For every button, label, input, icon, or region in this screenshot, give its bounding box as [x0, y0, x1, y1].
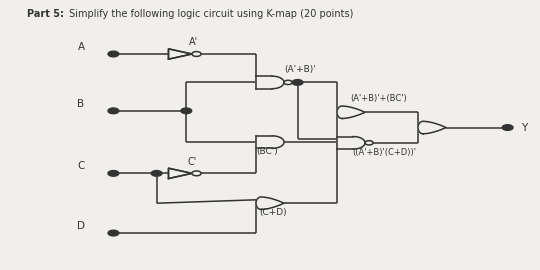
Circle shape [108, 108, 119, 114]
Polygon shape [256, 76, 284, 89]
Circle shape [502, 125, 513, 130]
Text: Part 5:: Part 5: [27, 9, 64, 19]
Circle shape [181, 108, 192, 114]
Polygon shape [168, 168, 192, 178]
Text: D: D [77, 221, 85, 231]
Polygon shape [418, 121, 446, 134]
Circle shape [108, 51, 119, 57]
Text: C: C [77, 161, 85, 171]
Text: ((A'+B)'(C+D))': ((A'+B)'(C+D))' [353, 148, 416, 157]
Polygon shape [256, 136, 284, 148]
Text: A: A [77, 42, 85, 52]
Text: (C+D): (C+D) [259, 208, 287, 217]
Text: B: B [77, 99, 85, 109]
Polygon shape [337, 106, 365, 119]
Text: (BC'): (BC') [256, 147, 278, 156]
Circle shape [192, 52, 201, 56]
Text: Y: Y [521, 123, 528, 133]
Circle shape [151, 171, 162, 176]
Circle shape [192, 171, 201, 176]
Circle shape [292, 80, 303, 85]
Text: (A'+B)': (A'+B)' [284, 65, 315, 74]
Polygon shape [337, 137, 365, 149]
Text: A': A' [189, 38, 198, 48]
Text: C': C' [187, 157, 197, 167]
Text: (A'+B)'+(BC'): (A'+B)'+(BC') [350, 94, 408, 103]
Text: Simplify the following logic circuit using K-map (20 points): Simplify the following logic circuit usi… [66, 9, 353, 19]
Circle shape [284, 80, 292, 85]
Circle shape [108, 171, 119, 176]
Polygon shape [168, 49, 192, 59]
Circle shape [108, 230, 119, 236]
Circle shape [365, 141, 373, 145]
Polygon shape [256, 197, 284, 210]
